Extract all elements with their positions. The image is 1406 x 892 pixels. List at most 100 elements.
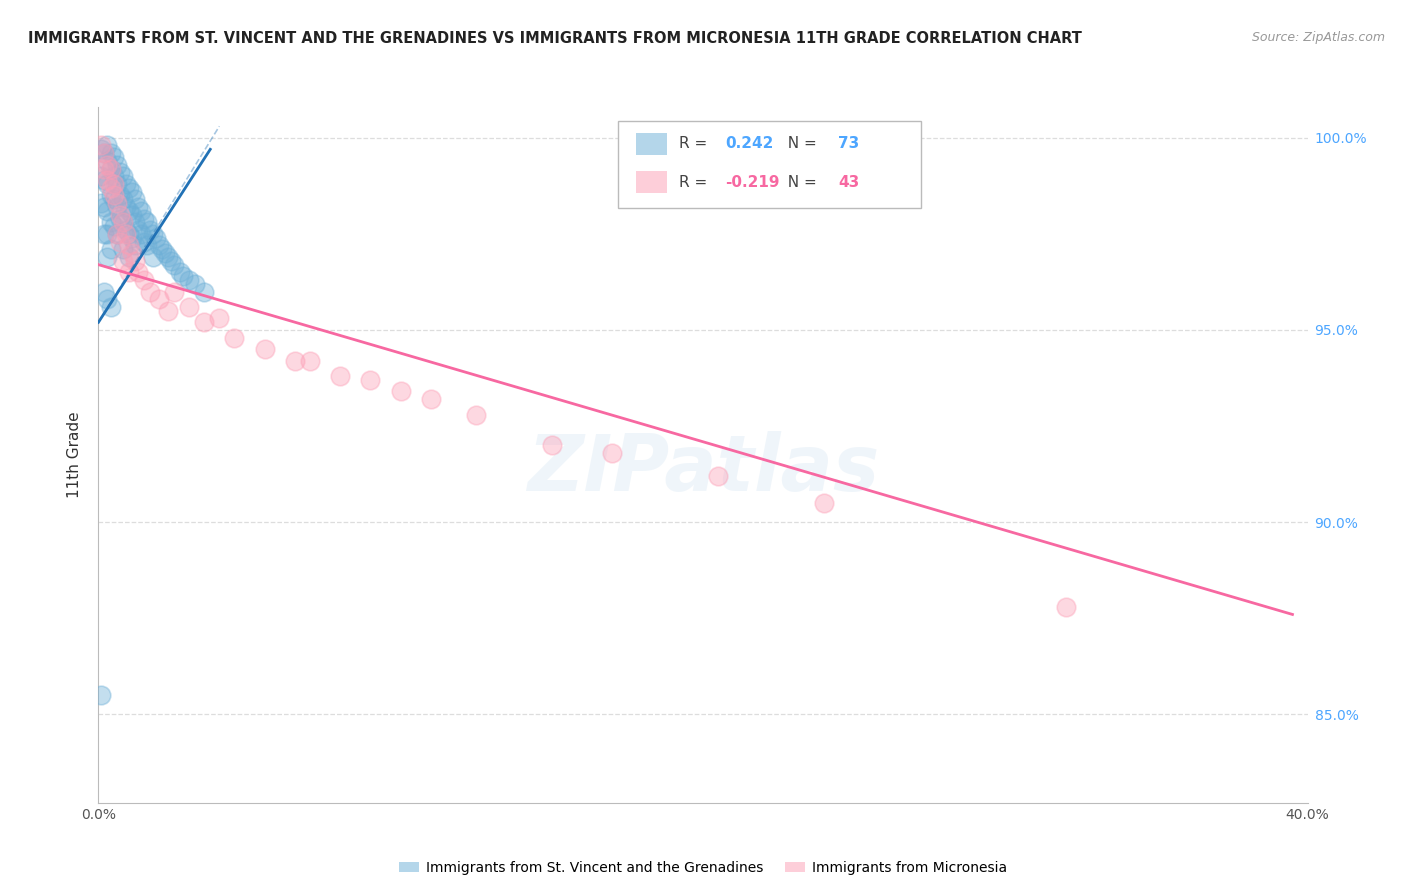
Point [103,219,125,234]
Text: R =: R = [679,136,711,152]
Point [602,446,624,460]
Point [179,300,201,314]
Point [100,161,122,176]
Point [132,211,155,226]
Point [100,146,122,161]
Point [163,285,186,299]
Point [103,192,125,206]
Text: ZIPatlas: ZIPatlas [527,431,879,507]
FancyBboxPatch shape [637,133,666,155]
Point [111,169,134,184]
Point [118,250,141,264]
Point [465,408,488,422]
Point [124,253,146,268]
Point [105,200,128,214]
Point [148,238,170,252]
Point [90,169,112,184]
Point [103,177,125,191]
Point [111,192,134,206]
Point [105,177,128,191]
Point [111,215,134,229]
Point [100,188,122,202]
Point [118,238,141,252]
Point [193,285,215,299]
Point [184,277,207,291]
Point [129,227,152,241]
Point [135,238,157,252]
Text: 0.242: 0.242 [724,136,773,152]
Point [129,203,152,218]
Text: 43: 43 [838,175,859,190]
Point [163,258,186,272]
Point [100,242,122,256]
Point [132,273,155,287]
Point [103,169,125,184]
Point [193,315,215,329]
Point [139,285,162,299]
Point [96,250,118,264]
Point [93,161,115,176]
Point [139,223,162,237]
Point [108,235,131,249]
Point [100,161,122,176]
Point [93,173,115,187]
Point [118,265,141,279]
Point [96,153,118,168]
Point [329,369,352,384]
Point [100,215,122,229]
Point [156,303,179,318]
Point [132,235,155,249]
Point [172,269,194,284]
Point [118,203,141,218]
Point [284,353,307,368]
Point [105,227,128,241]
Point [111,242,134,256]
Point [105,158,128,172]
Point [93,200,115,214]
Point [103,150,125,164]
Point [299,353,322,368]
Point [127,265,149,279]
Point [118,227,141,241]
Text: R =: R = [679,175,711,190]
Point [90,196,112,211]
Text: N =: N = [778,136,821,152]
Point [96,158,118,172]
Point [114,200,136,214]
Text: -0.219: -0.219 [724,175,779,190]
Point [540,438,562,452]
Point [169,265,191,279]
Point [114,223,136,237]
Point [253,342,276,356]
Point [208,311,231,326]
Y-axis label: 11th Grade: 11th Grade [67,411,83,499]
Text: IMMIGRANTS FROM ST. VINCENT AND THE GRENADINES VS IMMIGRANTS FROM MICRONESIA 11T: IMMIGRANTS FROM ST. VINCENT AND THE GREN… [28,31,1083,46]
Point [90,142,112,156]
FancyBboxPatch shape [619,121,921,208]
Point [93,227,115,241]
Point [108,188,131,202]
Point [93,146,115,161]
Point [114,227,136,241]
Point [96,292,118,306]
Point [105,196,128,211]
FancyBboxPatch shape [637,171,666,194]
Legend: Immigrants from St. Vincent and the Grenadines, Immigrants from Micronesia: Immigrants from St. Vincent and the Gren… [394,855,1012,880]
Point [142,227,165,241]
Point [156,250,179,264]
Point [96,138,118,153]
Point [96,173,118,187]
Point [124,238,146,252]
Point [127,200,149,214]
Point [145,231,167,245]
Point [360,373,382,387]
Point [96,177,118,191]
Point [105,227,128,241]
Point [90,688,112,702]
Point [124,192,146,206]
Point [121,231,143,245]
Point [100,300,122,314]
Point [108,211,131,226]
Point [121,208,143,222]
Point [142,250,165,264]
